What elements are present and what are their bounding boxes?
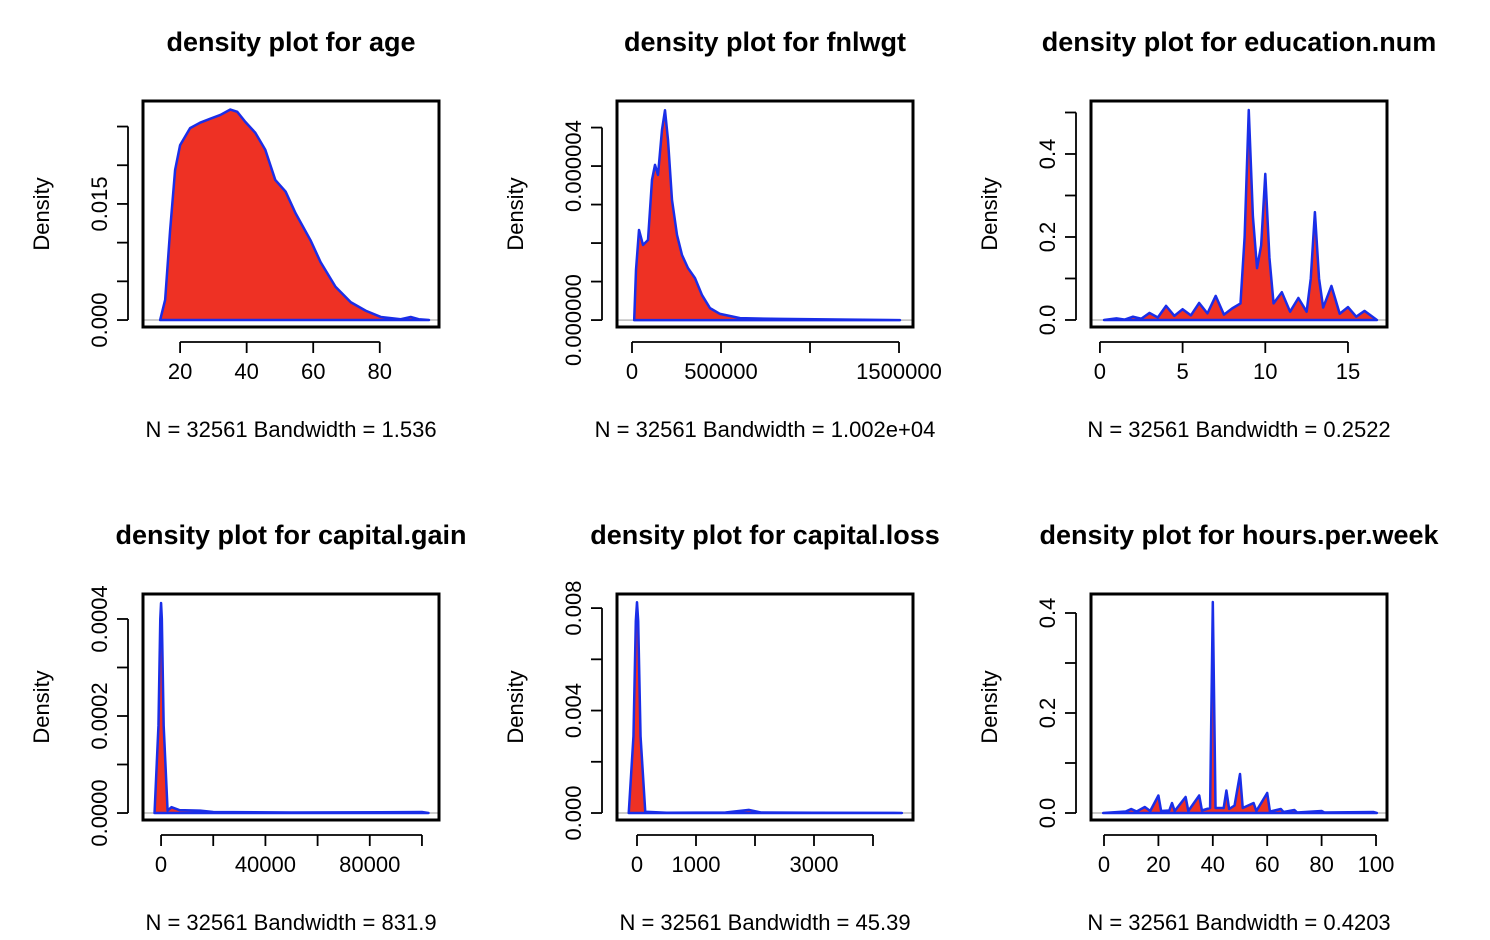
panel-title: density plot for education.num bbox=[1042, 27, 1437, 57]
x-axis-label: N = 32561 Bandwidth = 0.2522 bbox=[1087, 417, 1390, 442]
density-area bbox=[632, 108, 902, 322]
plot-frame bbox=[1089, 592, 1389, 822]
x-axis-label: N = 32561 Bandwidth = 1.002e+04 bbox=[595, 417, 936, 442]
plot-frame bbox=[615, 99, 915, 329]
density-area bbox=[1102, 108, 1379, 322]
density-area bbox=[627, 600, 904, 815]
density-area bbox=[1101, 600, 1379, 815]
x-tick-label: 5 bbox=[1176, 359, 1188, 384]
x-tick-label: 0 bbox=[155, 852, 167, 877]
x-tick-label: 60 bbox=[301, 359, 325, 384]
y-axis-label: Density bbox=[977, 177, 1002, 250]
density-area bbox=[158, 108, 431, 322]
y-tick-label: 0.0 bbox=[1035, 305, 1060, 336]
y-tick-label: 0.2 bbox=[1035, 222, 1060, 253]
y-tick-label: 0.000004 bbox=[561, 120, 586, 212]
title-group: density plot for age bbox=[166, 27, 415, 57]
panel-title: density plot for capital.loss bbox=[590, 520, 940, 550]
y-tick-label: 0.0004 bbox=[87, 585, 112, 652]
x-tick-label: 1500000 bbox=[856, 359, 942, 384]
title-group: density plot for capital.gain bbox=[115, 520, 466, 550]
title-group: density plot for education.num bbox=[1042, 27, 1437, 57]
panel: density plot for capital.gain N = 32561 B… bbox=[29, 520, 467, 935]
panel-title: density plot for age bbox=[166, 27, 415, 57]
y-tick-label: 0.000000 bbox=[561, 274, 586, 366]
panel: density plot for age N = 32561 Bandwidth … bbox=[29, 27, 441, 442]
x-axis-label: N = 32561 Bandwidth = 45.39 bbox=[619, 910, 910, 935]
x-tick-label: 0 bbox=[626, 359, 638, 384]
y-tick-label: 0.0002 bbox=[87, 682, 112, 749]
x-tick-label: 0 bbox=[1094, 359, 1106, 384]
panel: density plot for education.num N = 32561 … bbox=[977, 27, 1436, 442]
panel-title: density plot for hours.per.week bbox=[1039, 520, 1439, 550]
panel-title: density plot for capital.gain bbox=[115, 520, 466, 550]
x-tick-label: 40 bbox=[234, 359, 258, 384]
x-tick-label: 80 bbox=[1309, 852, 1333, 877]
y-tick-label: 0.4 bbox=[1035, 139, 1060, 170]
y-tick-label: 0.4 bbox=[1035, 598, 1060, 629]
title-group: density plot for capital.loss bbox=[590, 520, 940, 550]
y-tick-label: 0.2 bbox=[1035, 698, 1060, 729]
x-tick-label: 500000 bbox=[684, 359, 757, 384]
y-axis-label: Density bbox=[503, 177, 528, 250]
y-tick-label: 0.000 bbox=[87, 293, 112, 348]
plot-frame bbox=[1089, 99, 1389, 329]
x-axis-label: N = 32561 Bandwidth = 1.536 bbox=[145, 417, 436, 442]
x-tick-label: 1000 bbox=[672, 852, 721, 877]
y-axis-label: Density bbox=[29, 670, 54, 743]
x-tick-label: 0 bbox=[631, 852, 643, 877]
y-tick-label: 0.000 bbox=[561, 785, 586, 840]
y-tick-label: 0.015 bbox=[87, 176, 112, 231]
title-group: density plot for fnlwgt bbox=[624, 27, 906, 57]
x-tick-label: 15 bbox=[1336, 359, 1360, 384]
x-tick-label: 40000 bbox=[235, 852, 296, 877]
x-tick-label: 10 bbox=[1253, 359, 1277, 384]
x-tick-label: 80000 bbox=[339, 852, 400, 877]
y-tick-label: 0.004 bbox=[561, 683, 586, 738]
x-tick-label: 20 bbox=[168, 359, 192, 384]
panel: density plot for fnlwgt N = 32561 Bandwid… bbox=[503, 27, 942, 442]
y-axis-label: Density bbox=[29, 177, 54, 250]
x-tick-label: 80 bbox=[368, 359, 392, 384]
plot-frame bbox=[615, 592, 915, 822]
x-axis-label: N = 32561 Bandwidth = 831.9 bbox=[145, 910, 436, 935]
plot-frame bbox=[141, 592, 441, 822]
panel-title: density plot for fnlwgt bbox=[624, 27, 906, 57]
y-tick-label: 0.008 bbox=[561, 581, 586, 636]
x-axis-label: N = 32561 Bandwidth = 0.4203 bbox=[1087, 910, 1390, 935]
x-tick-label: 0 bbox=[1098, 852, 1110, 877]
density-area bbox=[153, 601, 430, 815]
y-axis-label: Density bbox=[977, 670, 1002, 743]
x-tick-label: 20 bbox=[1146, 852, 1170, 877]
x-tick-label: 3000 bbox=[790, 852, 839, 877]
x-tick-label: 40 bbox=[1201, 852, 1225, 877]
y-axis-label: Density bbox=[503, 670, 528, 743]
y-tick-label: 0.0 bbox=[1035, 798, 1060, 829]
x-tick-label: 100 bbox=[1358, 852, 1395, 877]
plot-frame bbox=[141, 99, 441, 329]
x-tick-label: 60 bbox=[1255, 852, 1279, 877]
title-group: density plot for hours.per.week bbox=[1039, 520, 1439, 550]
panel: density plot for capital.loss N = 32561 B… bbox=[503, 520, 940, 935]
y-tick-label: 0.0000 bbox=[87, 779, 112, 846]
panel: density plot for hours.per.week N = 32561… bbox=[977, 520, 1440, 935]
